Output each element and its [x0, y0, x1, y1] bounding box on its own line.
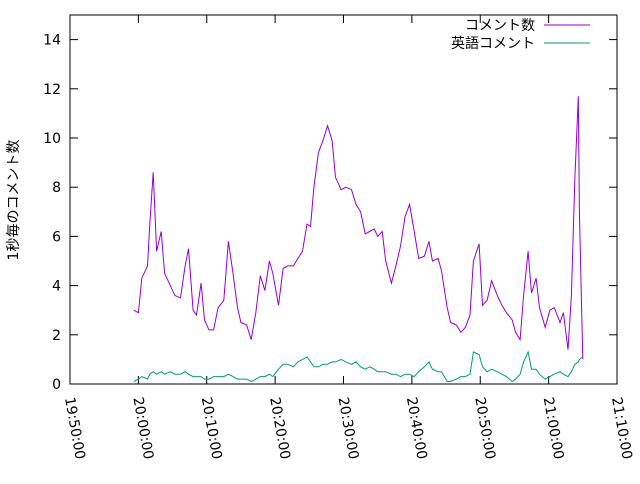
- series-line: [133, 350, 584, 383]
- y-tick-label: 6: [52, 229, 61, 245]
- y-tick-label: 14: [43, 33, 61, 49]
- x-tick-label: 20:30:00: [335, 396, 362, 461]
- legend-label: 英語コメント: [451, 35, 535, 52]
- y-tick-label: 12: [43, 82, 61, 98]
- x-tick-label: 19:50:00: [61, 396, 88, 461]
- x-tick-label: 20:40:00: [403, 396, 430, 461]
- x-tick-label: 20:00:00: [129, 396, 156, 461]
- y-tick-label: 0: [52, 377, 61, 393]
- y-tick-label: 8: [52, 180, 61, 196]
- y-axis-label: 1秒毎のコメント数: [6, 140, 22, 261]
- x-tick-label: 20:10:00: [198, 396, 225, 461]
- x-tick-label: 20:50:00: [471, 396, 498, 461]
- x-tick-label: 21:00:00: [540, 396, 567, 461]
- x-tick-label: 21:10:00: [608, 396, 635, 461]
- y-tick-label: 2: [52, 328, 61, 344]
- legend-label: コメント数: [465, 18, 535, 34]
- y-tick-label: 4: [52, 279, 61, 295]
- x-tick-label: 20:20:00: [266, 396, 293, 461]
- y-tick-label: 10: [43, 131, 61, 147]
- series-line: [133, 96, 584, 360]
- plot-frame: [69, 14, 618, 385]
